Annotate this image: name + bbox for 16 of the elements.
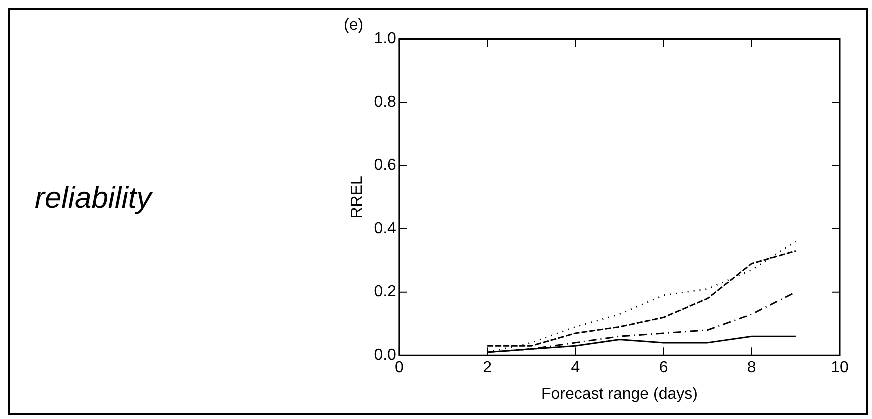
y-tick-label: 0.8 [374,94,397,111]
y-axis-title: RREL [349,176,366,219]
text: reliability [35,182,152,216]
x-tick-label: 10 [831,360,849,377]
y-tick-label: 0.2 [374,284,397,301]
x-axis-title: Forecast range (days) [541,386,698,403]
x-tick-label: 8 [747,360,756,377]
y-tick-label: 0.0 [374,347,397,364]
chart-title: (e) [344,17,364,34]
y-tick-label: 0.6 [374,157,397,174]
y-tick-label: 1.0 [374,30,397,48]
x-tick-label: 4 [571,360,580,377]
y-tick-label: 0.4 [374,220,397,238]
x-tick-label: 0 [394,360,404,377]
x-tick-label: 6 [659,360,668,377]
x-tick-label: 2 [483,360,492,377]
